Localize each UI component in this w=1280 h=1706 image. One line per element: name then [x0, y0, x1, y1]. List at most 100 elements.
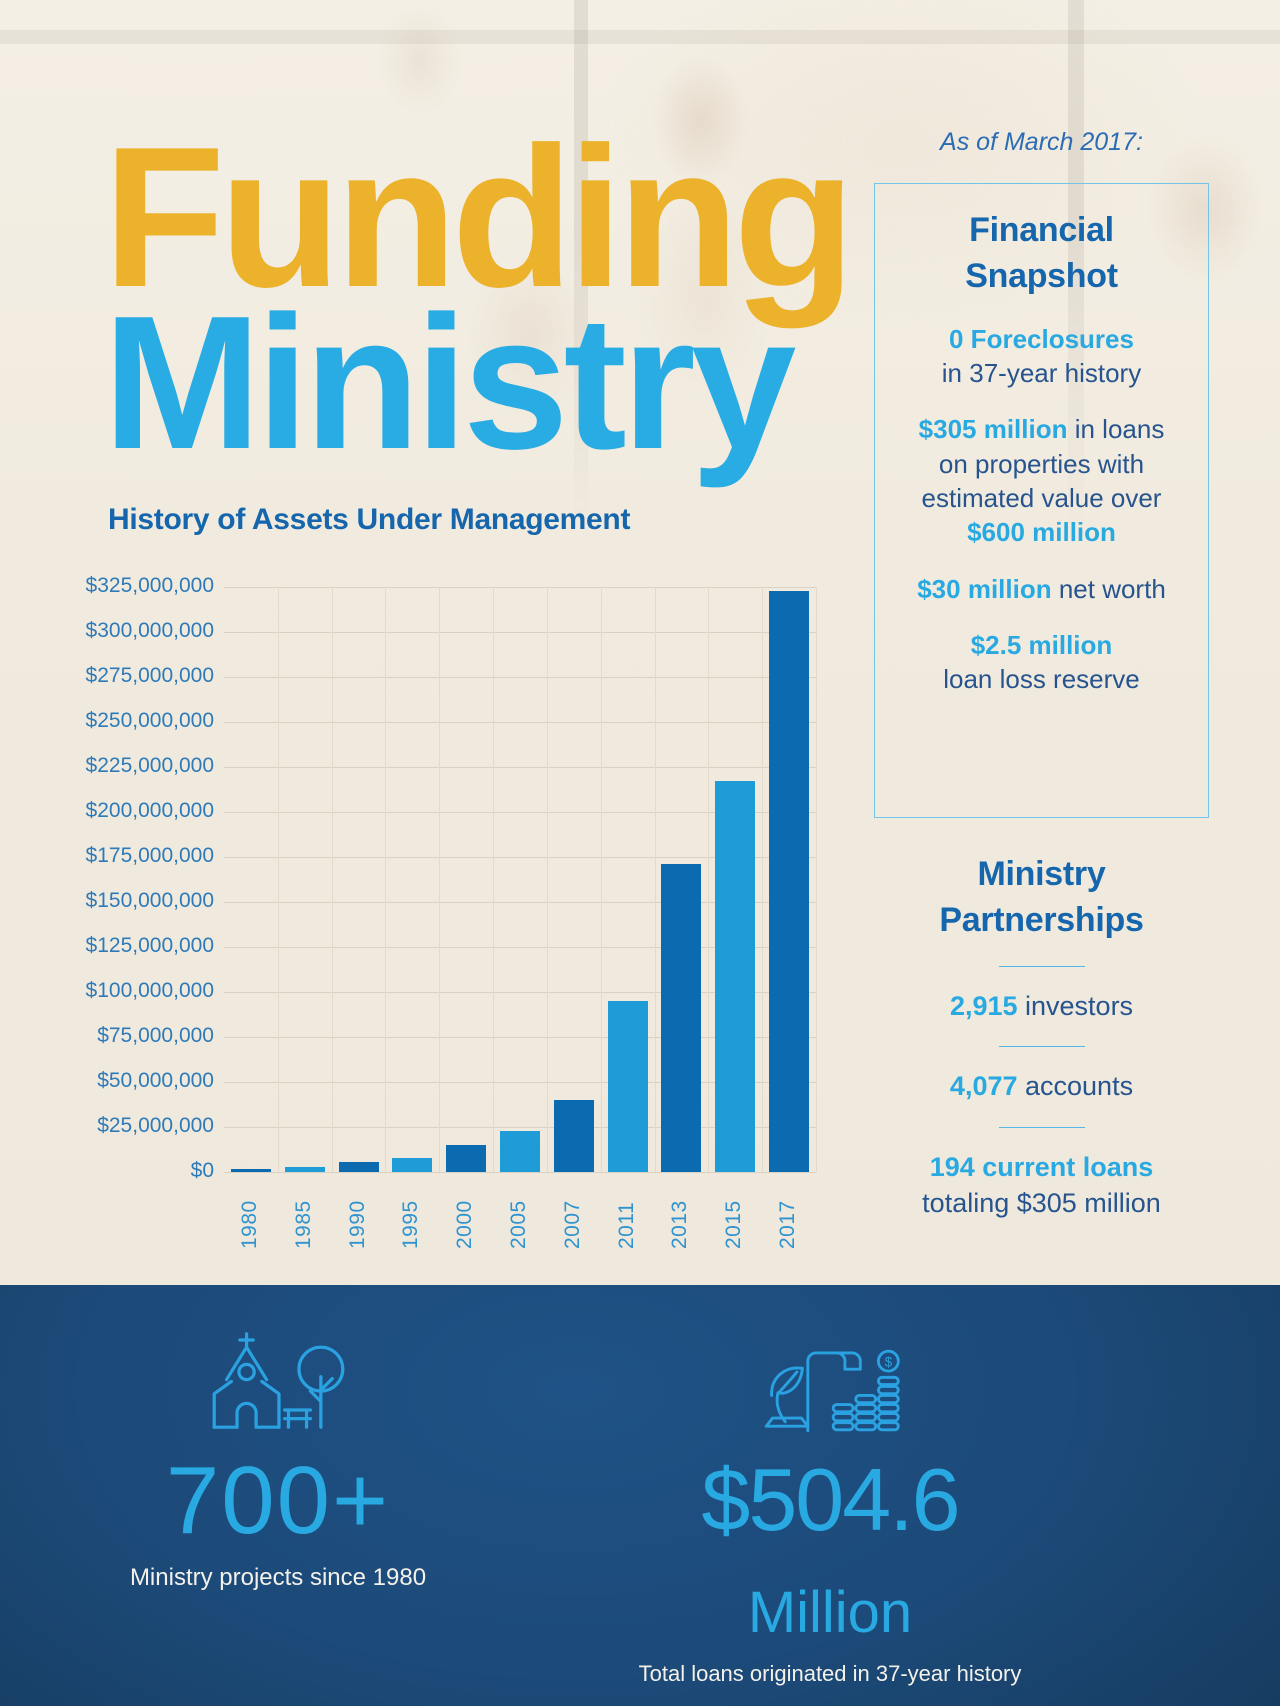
bar-2017: [769, 590, 810, 1172]
page-title-funding: Funding: [103, 106, 856, 329]
x-axis-tick-label: 2007: [560, 1200, 584, 1249]
partnership-list: 2,915 investors 4,077 accounts 194 current…: [874, 965, 1209, 1222]
stat-line: $305 million in loans: [918, 414, 1165, 445]
church-and-tree-icon: [212, 1332, 345, 1429]
stat-line: $2.5 million: [970, 629, 1113, 660]
y-axis-tick-label: $100,000,000: [85, 979, 214, 1002]
bar-1995: [392, 1157, 433, 1172]
total-loans-stat: $ $504.6 Million Total loans originated …: [610, 1343, 1050, 1687]
stat-line: 4,077 accounts: [949, 1071, 1134, 1102]
gridline-vertical: [600, 587, 602, 1172]
ministry-projects-value: 700+: [165, 1447, 391, 1554]
gridline-vertical: [654, 587, 656, 1172]
partnership-stat: 194 current loans totaling $305 million: [874, 1150, 1209, 1221]
gridline: [224, 677, 816, 678]
x-axis-tick-label: 1995: [399, 1200, 423, 1249]
ministry-partnerships-heading: Ministry Partnerships: [939, 855, 1144, 939]
x-axis-tick-label: 2017: [776, 1200, 800, 1249]
bar-1990: [338, 1162, 379, 1172]
divider: [998, 1046, 1085, 1048]
gridline-vertical: [385, 587, 387, 1172]
divider: [998, 965, 1085, 967]
snapshot-stat-group: 0 Foreclosures in 37-year history: [875, 322, 1208, 391]
y-axis-tick-label: $25,000,000: [97, 1114, 214, 1137]
total-loans-value: $504.6 Million: [701, 1450, 960, 1645]
stat-line: loan loss reserve: [943, 664, 1140, 695]
page-title: Funding Ministry: [103, 106, 856, 489]
y-axis-tick-label: $75,000,000: [97, 1024, 214, 1047]
gridline-vertical: [277, 587, 279, 1172]
stat-line: 0 Foreclosures: [949, 323, 1134, 354]
x-axis-tick-label: 1980: [237, 1200, 261, 1249]
svg-text:$: $: [885, 1355, 893, 1370]
gridline: [224, 587, 816, 588]
snapshot-stat-group: $305 million in loans on properties with e…: [875, 412, 1208, 549]
stat-line: estimated value over: [921, 483, 1162, 514]
gridline: [224, 812, 816, 813]
partnership-stat: 2,915 investors: [874, 989, 1209, 1025]
y-axis-tick-label: $275,000,000: [85, 664, 214, 687]
snapshot-stat-group: $30 million net worth: [875, 572, 1208, 606]
gridline: [224, 1172, 816, 1173]
gridline: [224, 1037, 816, 1038]
faded-background-photo: [0, 0, 1280, 560]
gridline-vertical: [493, 587, 495, 1172]
ministry-projects-caption: Ministry projects since 1980: [129, 1564, 427, 1591]
y-axis-tick-label: $250,000,000: [85, 709, 214, 732]
gridline: [224, 947, 816, 948]
bar-2011: [607, 1001, 648, 1172]
x-axis-tick-label: 2011: [614, 1201, 638, 1249]
y-axis-tick-label: $125,000,000: [85, 934, 214, 957]
gridline-vertical: [708, 587, 710, 1172]
x-axis-tick-label: 2005: [507, 1200, 530, 1249]
stat-line: $600 million: [967, 517, 1116, 548]
financial-snapshot-heading: Financial Snapshot: [965, 211, 1118, 295]
gridline: [224, 722, 816, 723]
y-axis-tick-label: $150,000,000: [85, 889, 214, 912]
gridline-vertical: [816, 587, 817, 1172]
y-axis-tick-label: $175,000,000: [85, 844, 214, 867]
x-axis-tick-label: 2000: [453, 1200, 477, 1249]
x-axis-tick-label: 1990: [345, 1200, 369, 1249]
gridline-vertical: [439, 587, 441, 1172]
stat-line: 194 current loans: [929, 1152, 1154, 1183]
y-axis-tick-label: $325,000,000: [85, 574, 214, 597]
gridline: [224, 1082, 816, 1083]
page-title-ministry: Ministry: [103, 277, 796, 489]
bar-2015: [715, 781, 756, 1172]
y-axis-tick-label: $225,000,000: [85, 754, 214, 777]
bar-2000: [446, 1145, 487, 1172]
y-axis-tick-label: $300,000,000: [85, 619, 214, 642]
loan-scroll-and-coins-icon: $: [764, 1349, 900, 1433]
ministry-projects-stat: 700+ Ministry projects since 1980: [98, 1331, 458, 1592]
as-of-date-label: As of March 2017:: [940, 128, 1143, 156]
gridline-vertical: [546, 587, 548, 1172]
gridline: [224, 902, 816, 903]
x-axis-tick-label: 1985: [291, 1200, 315, 1249]
stat-line: in 37-year history: [941, 358, 1142, 389]
divider: [998, 1127, 1085, 1129]
chart-title: History of Assets Under Management: [108, 503, 631, 536]
bar-2007: [553, 1100, 594, 1172]
y-axis-tick-label: $0: [190, 1159, 214, 1182]
gridline: [224, 767, 816, 768]
gridline: [224, 632, 816, 633]
gridline: [224, 1127, 816, 1128]
gridline-vertical: [762, 587, 764, 1172]
y-axis-tick-label: $200,000,000: [85, 799, 214, 822]
bottom-stats-band: 700+ Ministry projects since 1980: [0, 1285, 1280, 1706]
chart-plot: [224, 587, 817, 1173]
y-axis-tick-label: $50,000,000: [97, 1069, 214, 1092]
financial-snapshot-panel: Financial Snapshot 0 Foreclosures in 37-y…: [874, 183, 1209, 818]
bar-1980: [230, 1169, 271, 1172]
bar-1985: [284, 1166, 325, 1172]
stat-line: 2,915 investors: [949, 990, 1134, 1021]
stat-line: on properties with: [938, 448, 1145, 479]
total-loans-unit: Million: [747, 1580, 913, 1645]
total-loans-caption: Total loans originated in 37-year histor…: [638, 1661, 1022, 1686]
partnership-stat: 4,077 accounts: [874, 1069, 1209, 1105]
bar-2013: [661, 864, 702, 1172]
x-axis-tick-label: 2013: [668, 1200, 692, 1249]
gridline: [224, 857, 816, 858]
snapshot-stat-group: $2.5 million loan loss reserve: [875, 628, 1208, 697]
